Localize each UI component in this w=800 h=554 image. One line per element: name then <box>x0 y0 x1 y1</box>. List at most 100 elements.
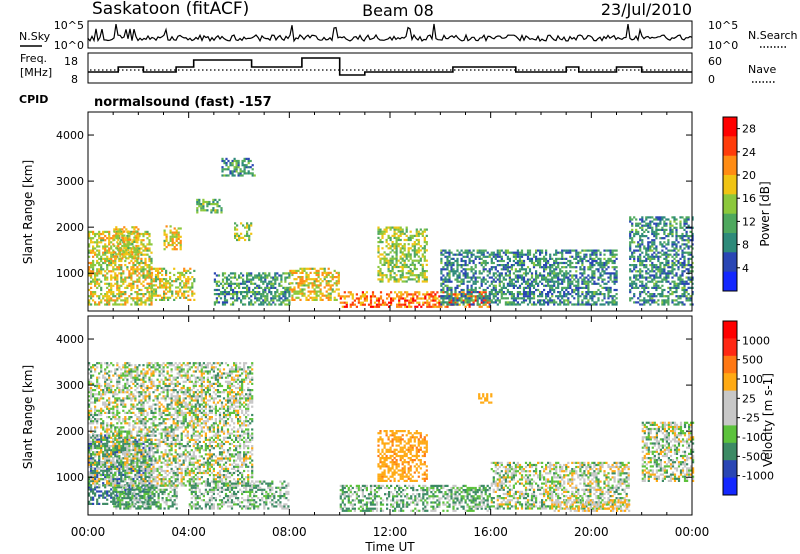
data-cell <box>400 291 403 294</box>
data-cell <box>647 249 650 252</box>
data-cell <box>545 249 548 252</box>
data-cell <box>460 280 463 283</box>
data-cell <box>260 293 263 296</box>
data-cell <box>337 280 340 283</box>
data-cell <box>520 297 524 300</box>
data-cell <box>136 295 139 298</box>
data-cell <box>440 270 443 273</box>
data-cell <box>522 253 526 256</box>
data-cell <box>601 270 604 273</box>
data-cell <box>136 286 139 289</box>
data-cell <box>102 455 105 458</box>
data-cell <box>685 280 688 283</box>
data-cell <box>104 253 107 256</box>
data-cell <box>185 296 188 299</box>
data-cell <box>165 284 168 287</box>
data-cell <box>191 284 194 287</box>
data-cell <box>436 305 439 308</box>
data-cell <box>500 249 503 252</box>
data-cell <box>414 305 417 308</box>
data-cell <box>512 286 515 289</box>
data-cell <box>607 303 610 306</box>
data-cell <box>313 271 316 274</box>
data-cell <box>496 255 499 258</box>
data-cell <box>118 295 121 298</box>
data-cell <box>387 270 390 273</box>
data-cell <box>440 284 443 287</box>
data-cell <box>504 301 507 304</box>
data-cell <box>579 286 582 289</box>
data-cell <box>407 272 410 275</box>
data-cell <box>464 301 467 304</box>
data-cell <box>389 238 392 242</box>
data-cell <box>248 303 251 306</box>
data-cell <box>247 172 250 175</box>
data-cell <box>140 251 143 254</box>
data-cell <box>405 276 408 279</box>
data-cell <box>547 293 550 296</box>
data-cell <box>417 232 420 235</box>
data-cell <box>528 259 532 263</box>
data-cell <box>106 471 109 474</box>
data-cell <box>130 288 133 292</box>
data-cell <box>559 261 562 265</box>
data-cell <box>130 303 133 306</box>
data-cell <box>392 297 395 300</box>
data-cell <box>124 446 127 449</box>
data-cell <box>220 211 223 214</box>
data-cell <box>496 299 499 302</box>
data-cell <box>428 295 431 298</box>
data-cell <box>647 257 650 260</box>
data-cell <box>571 261 574 265</box>
data-cell <box>114 272 117 275</box>
y-tick-label: 2000 <box>56 221 84 234</box>
data-cell <box>569 282 572 285</box>
data-cell <box>454 286 457 289</box>
data-cell <box>297 286 300 289</box>
data-cell <box>282 286 285 289</box>
data-cell <box>120 280 123 283</box>
data-cell <box>165 286 168 289</box>
data-cell <box>419 232 422 235</box>
data-cell <box>417 261 420 264</box>
data-cell <box>657 284 660 287</box>
data-cell <box>229 293 233 296</box>
data-cell <box>90 293 93 296</box>
data-cell <box>651 239 654 242</box>
data-cell <box>144 249 147 252</box>
data-cell <box>349 305 352 308</box>
data-cell <box>663 237 666 240</box>
data-cell <box>671 299 674 302</box>
data-cell <box>258 284 261 287</box>
data-cell <box>256 286 259 289</box>
data-cell <box>613 299 616 302</box>
data-cell <box>112 303 115 306</box>
data-cell <box>647 301 650 304</box>
data-cell <box>349 291 352 294</box>
data-cell <box>181 286 184 289</box>
data-cell <box>539 301 542 304</box>
data-cell <box>504 286 507 289</box>
data-cell <box>408 301 411 304</box>
data-cell <box>675 237 678 240</box>
data-cell <box>633 301 636 304</box>
data-cell <box>480 280 483 283</box>
data-cell <box>92 434 95 437</box>
data-cell <box>466 288 469 292</box>
data-cell <box>653 251 656 254</box>
data-cell <box>440 282 443 285</box>
data-cell <box>150 278 153 281</box>
data-cell <box>490 251 493 254</box>
data-cell <box>100 490 103 493</box>
data-cell <box>482 270 485 273</box>
data-cell <box>651 268 654 271</box>
data-cell <box>446 264 449 267</box>
data-cell <box>146 274 149 277</box>
data-cell <box>421 267 424 271</box>
data-cell <box>655 282 658 285</box>
data-cell <box>167 298 170 301</box>
data-cell <box>631 270 634 273</box>
data-cell <box>381 230 384 233</box>
data-cell <box>609 257 612 260</box>
data-cell <box>150 296 154 299</box>
